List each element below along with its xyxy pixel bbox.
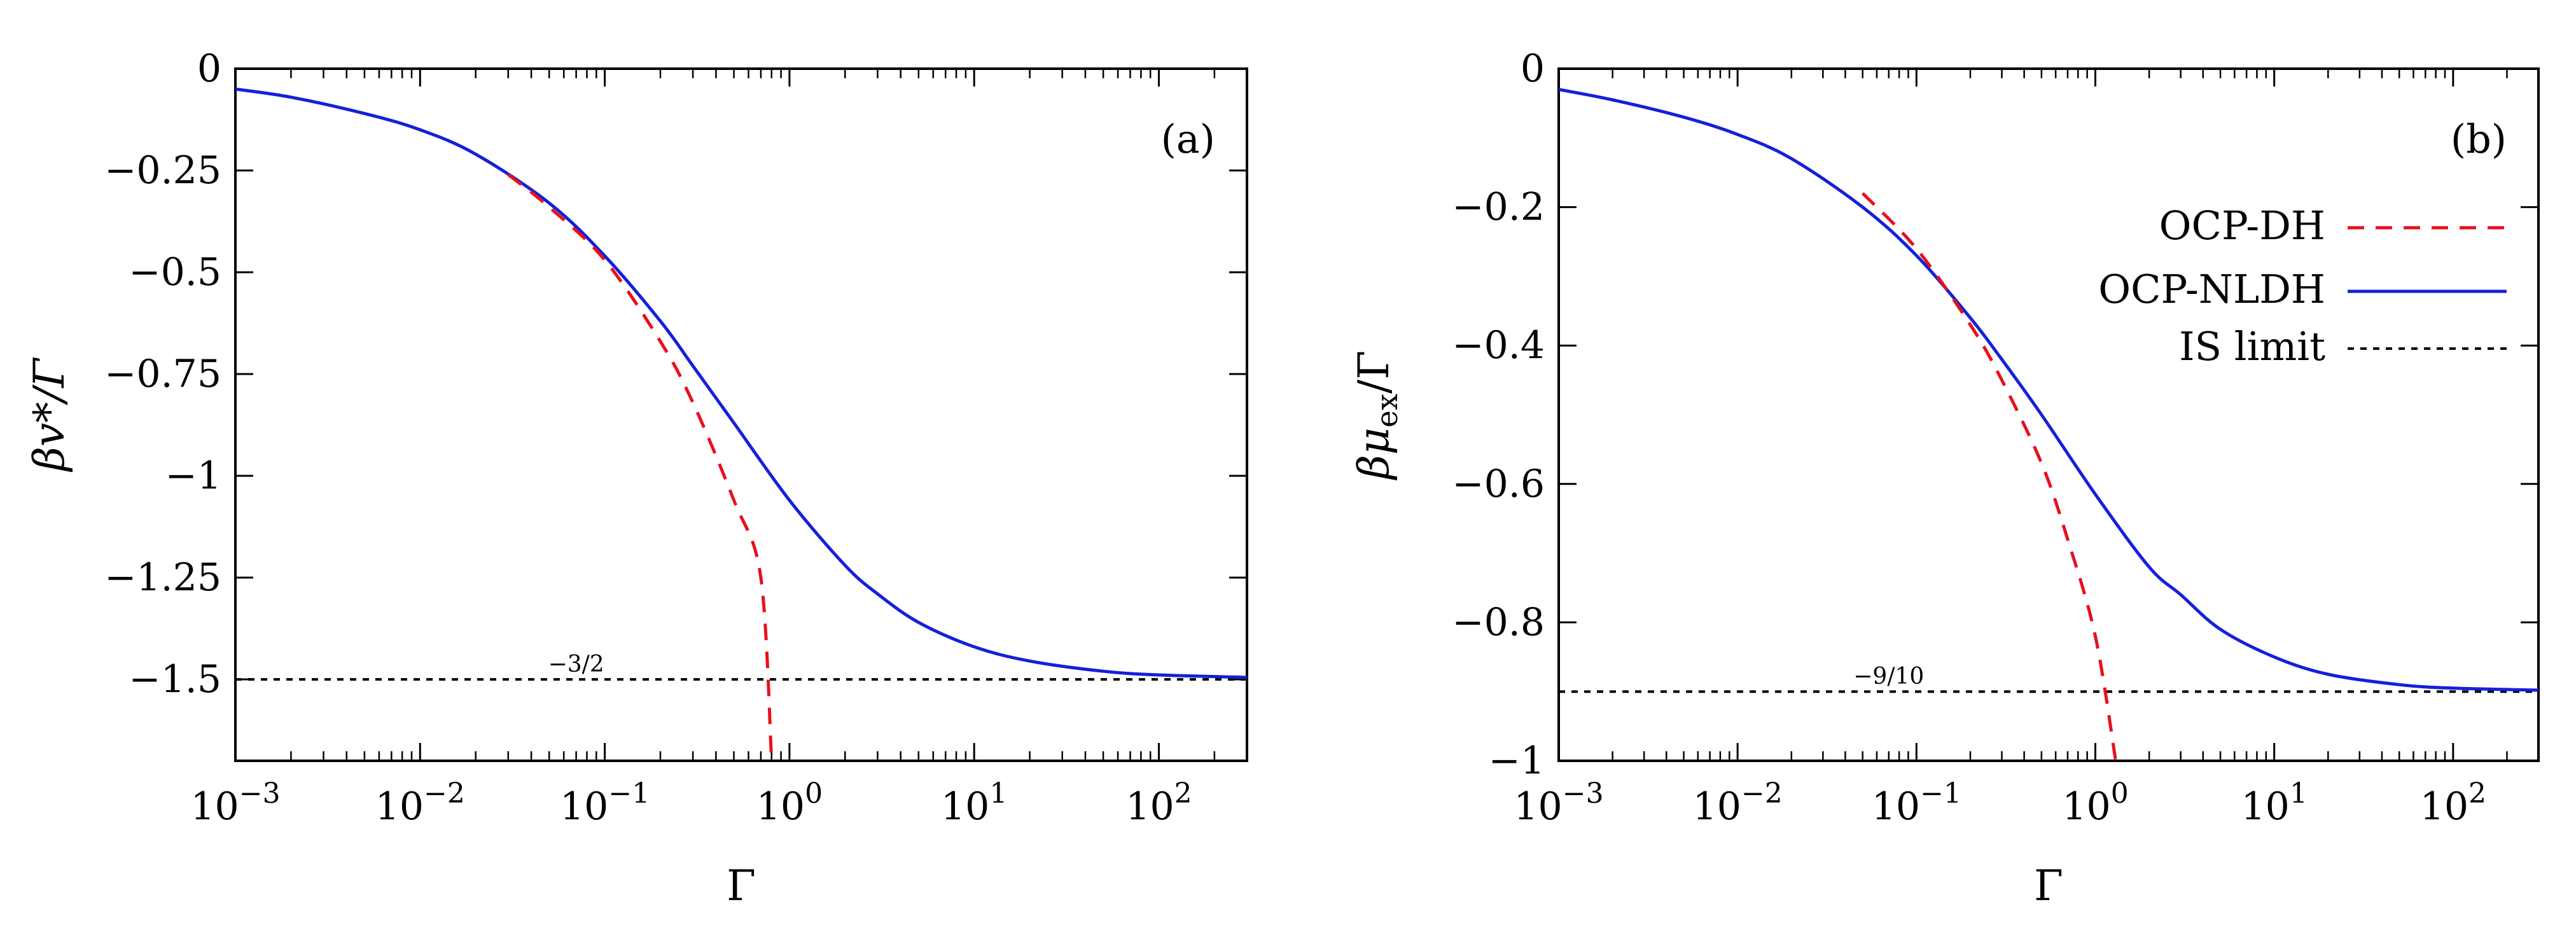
panel-b-ylabel-main: βμ [1349,427,1398,481]
panel-a-xtick-label: 10−1 [560,777,650,829]
legend-label-limit: IS limit [2179,323,2325,370]
panel-a-ytick-label: −0.25 [104,148,221,193]
panel-b-xtick-label: 10−1 [1872,777,1961,829]
panel-b-ylabel-sub: ex [1370,394,1404,427]
panel-a-xtick-label: 100 [756,777,823,829]
panel-a-xtick-label: 10−3 [190,777,280,829]
panel-b-xtick-label: 100 [2062,777,2128,829]
panel-b-xlabel: Γ [2034,861,2063,910]
panel-b-xtick-label: 10−2 [1693,777,1783,829]
panel-b-ytick-label: −1 [1489,739,1545,783]
panel-a-ytick-label: −1.25 [104,555,221,600]
panel-b-ytick-label: −0.2 [1452,185,1545,230]
panel-a-ytick-label: −1.5 [129,657,221,702]
panel-b-series-ocp-dh [1861,192,2117,761]
panel-b-xtick-label: 10−3 [1514,777,1603,829]
panel-b-ytick-label: 0 [1521,46,1545,91]
panel-a-ytick-label: −0.5 [129,250,221,295]
panel-a-xtick-label: 101 [941,777,1007,829]
panel-a-is-limit-label: −3/2 [548,651,604,677]
panel-b: 10−3 10−2 10−1 100 101 102 0 −0.2 −0.4 −0.6 −0.8 −1… [1349,46,2540,910]
panel-a-xtick-label: 10−2 [375,777,465,829]
panel-b-xtick-label: 101 [2241,777,2307,829]
panel-b-series-ocp-nldh [1559,88,2538,692]
panel-b-xtick-label: 102 [2420,777,2486,829]
panel-a-label: (a) [1161,116,1215,162]
panel-a-xlabel: Γ [727,861,756,910]
panel-b-is-limit-label: −9/10 [1853,663,1924,690]
panel-a-series-ocp-nldh [235,87,1247,679]
panel-b-ylabel-tail: /Γ [1349,351,1398,394]
panel-b-frame [1557,67,2540,762]
panel-a-ylabel: βv*/Γ [25,357,74,473]
legend: OCP-DH OCP-NLDH IS limit [2098,202,2507,370]
panel-b-ytick-label: −0.4 [1452,323,1545,368]
panel-b-label: (b) [2451,116,2507,162]
panel-a: 10−3 10−2 10−1 100 101 102 0 −0.25 −0.5 −0.75 −1 −1… [25,46,1248,910]
panel-a-ytick-label: −1 [165,454,221,498]
panel-a-series-ocp-dh [507,173,774,761]
panel-a-frame [234,67,1248,762]
panel-a-ytick-label: −0.75 [104,352,221,396]
panel-b-ylabel: βμex/Γ [1349,351,1404,481]
panel-a-xtick-label: 102 [1125,777,1192,829]
panel-a-ytick-label: 0 [197,46,221,91]
panel-b-ytick-label: −0.8 [1452,600,1545,644]
panel-b-ytick-label: −0.6 [1452,462,1545,506]
legend-label-nldh: OCP-NLDH [2098,266,2325,312]
legend-label-dh: OCP-DH [2159,202,2325,249]
